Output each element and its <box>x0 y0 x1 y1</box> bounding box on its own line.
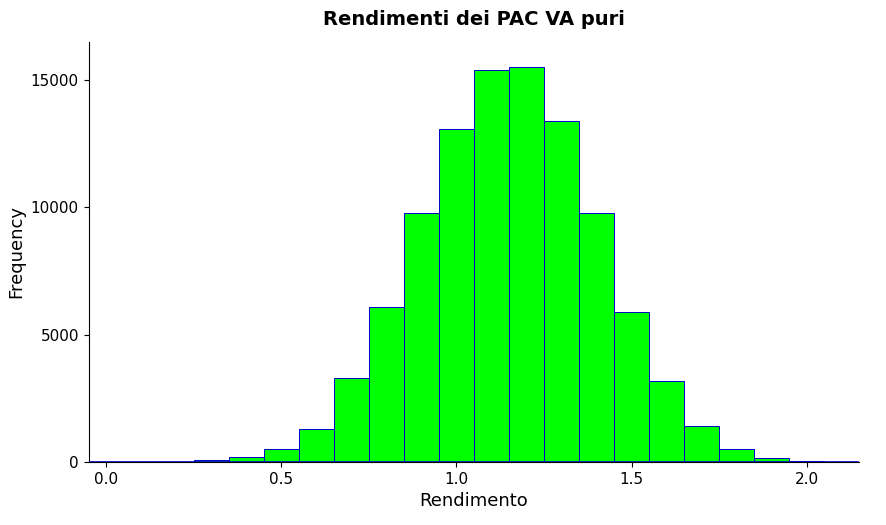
Bar <box>684 426 719 462</box>
Bar <box>194 460 229 462</box>
X-axis label: Rendimento: Rendimento <box>420 492 528 510</box>
Bar <box>544 121 579 462</box>
Y-axis label: Frequency: Frequency <box>7 205 25 299</box>
Bar <box>754 458 789 462</box>
Bar <box>404 213 439 462</box>
Bar <box>474 70 509 462</box>
Bar <box>649 381 684 462</box>
Bar <box>509 67 544 462</box>
Bar <box>789 461 824 462</box>
Bar <box>264 449 299 462</box>
Title: Rendimenti dei PAC VA puri: Rendimenti dei PAC VA puri <box>323 10 625 29</box>
Bar <box>334 378 369 462</box>
Bar <box>614 312 649 462</box>
Bar <box>579 213 614 462</box>
Bar <box>299 429 334 462</box>
Bar <box>439 129 474 462</box>
Bar <box>719 449 754 462</box>
Bar <box>369 307 404 462</box>
Bar <box>229 457 264 462</box>
